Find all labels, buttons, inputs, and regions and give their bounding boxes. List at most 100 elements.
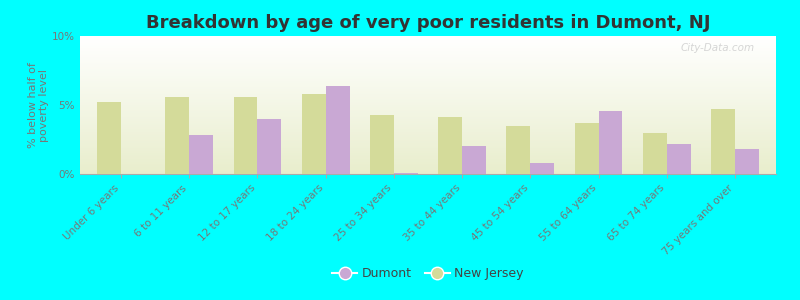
Bar <box>80 165 776 166</box>
Bar <box>80 140 776 141</box>
Bar <box>80 93 776 94</box>
Bar <box>80 90 776 91</box>
Bar <box>80 149 776 150</box>
Bar <box>80 72 776 73</box>
Bar <box>80 152 776 153</box>
Bar <box>80 59 776 60</box>
Bar <box>80 137 776 138</box>
Bar <box>80 107 776 108</box>
Bar <box>97 102 121 174</box>
Bar <box>80 160 776 161</box>
Bar <box>80 142 776 143</box>
Title: Breakdown by age of very poor residents in Dumont, NJ: Breakdown by age of very poor residents … <box>146 14 710 32</box>
Bar <box>80 81 776 82</box>
Bar <box>80 167 776 168</box>
Bar <box>80 38 776 39</box>
Bar <box>667 144 690 174</box>
Bar <box>80 46 776 47</box>
Bar <box>438 117 462 174</box>
Bar <box>80 111 776 112</box>
Bar <box>80 139 776 140</box>
Bar <box>80 141 776 142</box>
Bar <box>80 102 776 103</box>
Bar <box>80 155 776 156</box>
Bar <box>80 148 776 149</box>
Bar <box>80 68 776 69</box>
Bar <box>80 173 776 174</box>
Bar <box>80 79 776 80</box>
Bar <box>80 41 776 42</box>
Bar <box>80 88 776 89</box>
Bar <box>80 132 776 133</box>
Bar <box>80 133 776 134</box>
Bar <box>80 153 776 154</box>
Bar <box>80 120 776 121</box>
Bar <box>80 74 776 75</box>
Bar <box>80 44 776 45</box>
Bar <box>80 169 776 170</box>
Bar <box>80 117 776 118</box>
Bar <box>80 118 776 119</box>
Bar <box>80 166 776 167</box>
Bar <box>711 109 735 174</box>
Bar <box>80 168 776 169</box>
Bar <box>80 154 776 155</box>
Bar <box>80 122 776 123</box>
Bar <box>80 40 776 41</box>
Bar <box>80 172 776 173</box>
Bar <box>80 76 776 77</box>
Bar <box>80 170 776 171</box>
Bar <box>80 45 776 46</box>
Bar <box>80 113 776 114</box>
Bar <box>80 164 776 165</box>
Bar <box>80 98 776 99</box>
Bar <box>80 131 776 132</box>
Bar <box>80 60 776 61</box>
Bar <box>80 121 776 122</box>
Bar <box>80 92 776 93</box>
Bar <box>80 43 776 44</box>
Bar <box>80 157 776 158</box>
Bar <box>80 161 776 162</box>
Bar <box>80 101 776 102</box>
Bar <box>80 151 776 152</box>
Bar <box>80 85 776 86</box>
Bar <box>80 134 776 135</box>
Bar <box>80 105 776 106</box>
Bar <box>80 156 776 157</box>
Bar <box>80 47 776 48</box>
Bar <box>80 80 776 81</box>
Bar <box>80 138 776 139</box>
Bar <box>80 77 776 78</box>
Bar <box>80 159 776 160</box>
Bar <box>234 97 258 174</box>
Bar <box>80 65 776 66</box>
Bar <box>80 112 776 113</box>
Bar <box>530 163 554 174</box>
Bar <box>80 42 776 43</box>
Bar <box>394 172 418 174</box>
Bar <box>643 133 667 174</box>
Bar <box>370 115 394 174</box>
Bar <box>80 108 776 109</box>
Bar <box>302 94 326 174</box>
Bar <box>80 143 776 144</box>
Bar <box>80 99 776 100</box>
Bar <box>80 129 776 130</box>
Legend: Dumont, New Jersey: Dumont, New Jersey <box>327 262 529 285</box>
Bar <box>80 147 776 148</box>
Bar <box>80 136 776 137</box>
Bar <box>80 51 776 52</box>
Bar <box>80 158 776 159</box>
Bar <box>80 63 776 64</box>
Bar <box>80 84 776 85</box>
Bar <box>462 146 486 174</box>
Bar <box>80 82 776 83</box>
Bar <box>80 55 776 56</box>
Bar <box>80 87 776 88</box>
Bar <box>80 78 776 79</box>
Bar <box>80 97 776 98</box>
Bar <box>80 53 776 54</box>
Bar <box>80 126 776 127</box>
Bar <box>80 86 776 87</box>
